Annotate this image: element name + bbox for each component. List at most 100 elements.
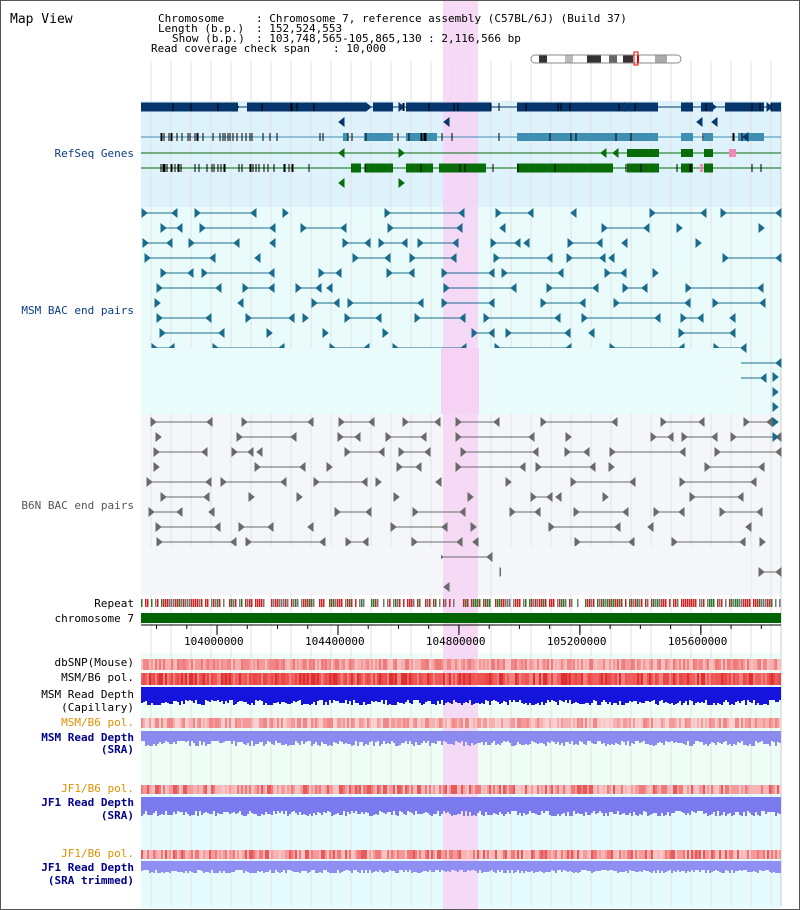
- msm-b6-pol-cell: [455, 673, 457, 685]
- msm-depth-sra-bar: [463, 731, 465, 746]
- jf1-depth-sra-bar: [293, 797, 295, 811]
- jf1-b6-pol-2-cell: [723, 850, 725, 859]
- msm-depth-capillary-bar: [597, 687, 599, 705]
- msm-depth-sra-bar: [173, 731, 175, 742]
- msm-depth-sra-bar: [763, 731, 765, 744]
- msm-depth-capillary-bar: [753, 687, 755, 700]
- gene-exon-block: [343, 133, 348, 141]
- jf1-depth-sra-bar: [489, 797, 491, 815]
- msm-depth-capillary-bar: [731, 687, 733, 704]
- jf1-depth-sra-bar: [195, 797, 197, 811]
- jf1-b6-pol-2-cell: [665, 850, 667, 859]
- jf1-depth-sra-bar: [345, 797, 347, 816]
- b6n-bac-end: [534, 506, 541, 518]
- msm-b6-pol-2-cell: [445, 718, 447, 728]
- msm-b6-pol-cell: [657, 673, 659, 685]
- jf1-b6-pol-2-cell: [519, 850, 521, 859]
- msm-bac-end: [375, 312, 382, 324]
- jf1-depth-sra-bar: [461, 797, 463, 811]
- msm-b6-pol-cell: [551, 673, 553, 685]
- msm-b6-pol-cell: [669, 673, 671, 685]
- jf1-depth-trimmed-bar: [643, 861, 645, 870]
- msm-bac-end: [621, 237, 628, 249]
- msm-b6-pol-cell: [645, 673, 647, 685]
- repeat-mark: [351, 599, 353, 607]
- b6n-bac-end: [230, 536, 237, 548]
- jf1-b6-pol-2-cell: [507, 850, 509, 859]
- msm-depth-sra-bar: [779, 731, 781, 743]
- msm-b6-pol-cell: [321, 673, 323, 685]
- msm-b6-pol-cell: [585, 673, 587, 685]
- jf1-b6-pol-2-cell: [297, 850, 299, 859]
- repeat-mark: [331, 599, 333, 607]
- msm-b6-pol-2-cell: [467, 718, 469, 728]
- jf1-b6-pol-2-cell: [291, 850, 293, 859]
- msm-b6-pol-2-cell: [435, 718, 437, 728]
- jf1-b6-pol-cell: [489, 785, 491, 794]
- dbsnp-cell: [503, 659, 505, 670]
- jf1-b6-pol-cell: [445, 785, 447, 794]
- repeat-mark: [293, 599, 295, 607]
- repeat-mark: [477, 599, 479, 607]
- msm-b6-pol-2-cell: [409, 718, 411, 728]
- gene-direction-arrow: [686, 101, 693, 113]
- msm-b6-pol-cell: [473, 673, 475, 685]
- dbsnp-cell: [289, 659, 291, 670]
- msm-b6-pol-2-cell: [773, 718, 775, 728]
- msm-b6-pol-cell: [485, 673, 487, 685]
- jf1-depth-sra-bar: [271, 797, 273, 815]
- msm-depth-sra-bar: [771, 731, 773, 741]
- msm-depth-capillary-bar: [573, 687, 575, 703]
- msm-b6-pol-cell: [339, 673, 341, 685]
- msm-b6-pol-cell: [179, 673, 181, 685]
- jf1-b6-pol-cell: [751, 785, 753, 794]
- dbsnp-cell: [701, 659, 703, 670]
- repeat-mark: [235, 599, 237, 607]
- msm-depth-capillary-bar: [219, 687, 221, 702]
- jf1-b6-pol-2-cell: [323, 850, 325, 859]
- track-label-b6n-bac[interactable]: B6N BAC end pairs: [21, 499, 134, 512]
- msm-depth-capillary-bar: [315, 687, 317, 705]
- jf1-b6-pol-2-cell: [759, 850, 761, 859]
- jf1-depth-sra-bar: [573, 797, 575, 811]
- jf1-b6-pol-cell: [211, 785, 213, 794]
- jf1-depth-sra-bar: [435, 797, 437, 814]
- msm-depth-capillary-bar: [283, 687, 285, 702]
- msm-b6-pol-2-cell: [589, 718, 591, 728]
- msm-depth-capillary-bar: [277, 687, 279, 702]
- msm-b6-pol-cell: [521, 673, 523, 685]
- b6n-bac-end: [455, 461, 462, 473]
- b6n-bac-end: [455, 416, 462, 428]
- jf1-b6-pol-cell: [741, 785, 743, 794]
- jf1-depth-sra-bar: [221, 797, 223, 814]
- jf1-b6-pol-cell: [321, 785, 323, 794]
- jf1-depth-sra-bar: [629, 797, 631, 813]
- repeat-mark: [741, 599, 743, 607]
- msm-b6-pol-2-cell: [271, 718, 273, 728]
- jf1-b6-pol-2-cell: [657, 850, 659, 859]
- msm-bac-end: [342, 237, 349, 249]
- b6n-bac-end: [750, 476, 757, 488]
- jf1-depth-sra-bar: [237, 797, 239, 813]
- msm-depth-sra-bar: [587, 731, 589, 741]
- msm-depth-capillary-bar: [373, 687, 375, 702]
- msm-b6-pol-2-cell: [233, 718, 235, 728]
- repeat-mark: [779, 599, 781, 607]
- dbsnp-cell: [655, 659, 657, 670]
- msm-b6-pol-cell: [679, 673, 681, 685]
- track-label-msm-bac[interactable]: MSM BAC end pairs: [21, 304, 134, 317]
- msm-depth-capillary-bar: [671, 687, 673, 703]
- repeat-mark: [745, 599, 747, 607]
- msm-b6-pol-2-cell: [631, 718, 633, 728]
- jf1-depth-trimmed-bar: [747, 861, 749, 872]
- msm-b6-pol-2-cell: [597, 718, 599, 728]
- jf1-b6-pol-2-cell: [569, 850, 571, 859]
- dbsnp-cell: [159, 659, 161, 670]
- jf1-b6-pol-2-cell: [353, 850, 355, 859]
- msm-b6-pol-cell: [245, 673, 247, 685]
- msm-depth-sra-bar: [329, 731, 331, 745]
- track-label-refseq[interactable]: RefSeq Genes: [54, 147, 134, 160]
- msm-b6-pol-2-cell: [363, 718, 365, 728]
- msm-depth-sra-bar: [715, 731, 717, 745]
